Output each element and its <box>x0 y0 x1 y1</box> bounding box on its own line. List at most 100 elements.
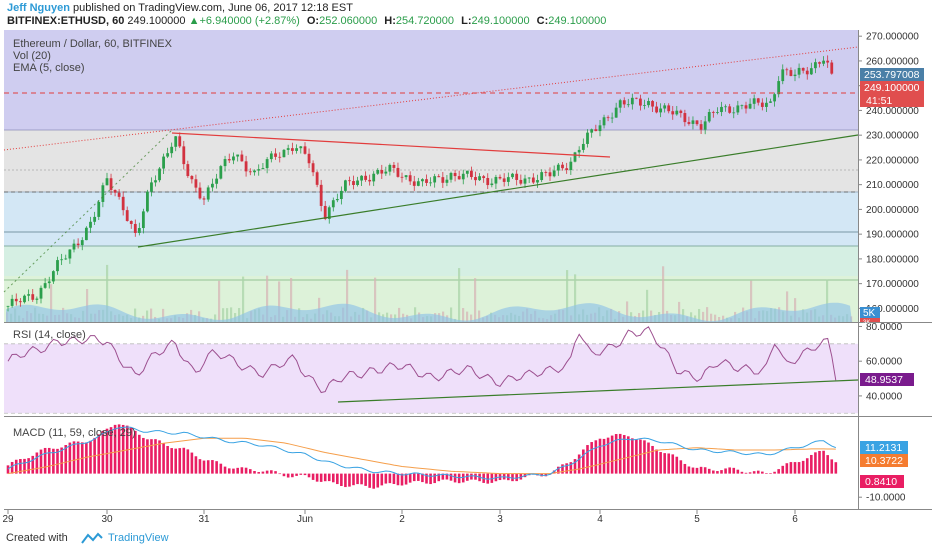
candle-body <box>117 192 121 197</box>
candle-body <box>182 146 186 165</box>
volume-bar <box>794 298 797 322</box>
candle-body <box>724 106 727 108</box>
macd-signal-line <box>7 437 836 475</box>
candle-body <box>125 210 129 221</box>
macd-hist-bar <box>388 473 392 484</box>
macd-title: MACD (11, 59, close, 29) <box>13 427 136 439</box>
macd-hist-bar <box>797 462 801 474</box>
macd-hist-bar <box>244 467 248 474</box>
candle-body <box>356 180 359 185</box>
candle-body <box>519 179 523 184</box>
volume-bar <box>462 308 465 322</box>
macd-hist-bar <box>307 473 311 478</box>
candle-body <box>105 178 109 186</box>
drawings[interactable] <box>3 46 859 293</box>
macd-hist-bar <box>470 473 473 480</box>
symbol-label[interactable]: BITFINEX:ETHUSD, 60 <box>7 15 125 27</box>
resistance-trendline[interactable] <box>171 132 611 158</box>
fib-zone-teal <box>4 246 858 276</box>
volume-bar <box>702 311 705 322</box>
candle-body <box>707 112 711 122</box>
candle-body <box>227 159 231 161</box>
macd-hist-bar <box>457 473 461 484</box>
candle-body <box>565 168 569 171</box>
fib-anchor-line[interactable] <box>3 129 173 293</box>
tradingview-brand-link[interactable]: TradingView <box>108 532 169 544</box>
macd-pane[interactable]: MACD (11, 59, close, 29) <box>4 417 858 509</box>
macd-hist-bar <box>822 450 825 474</box>
candle-body <box>190 176 194 180</box>
time-axis[interactable]: 29 30 31 Jun 2 3 4 5 6 <box>2 510 798 525</box>
ema-badge-text: 253.797008 <box>864 69 920 81</box>
last-badge-text: 249.100000 <box>864 82 920 94</box>
chart-header: Jeff Nguyen published on TradingView.com… <box>0 0 932 30</box>
candle-body <box>408 175 412 182</box>
macd-hist-bar <box>614 434 618 474</box>
macd-hist-bar <box>76 441 80 474</box>
candle-body <box>809 68 813 75</box>
macd-badge-text: 11.2131 <box>865 442 902 454</box>
macd-axis[interactable]: -10.0000 <box>858 493 906 504</box>
macd-hist-bar <box>206 460 210 474</box>
candle-body <box>416 181 420 186</box>
macd-hist-bar <box>425 473 428 484</box>
rsi-trendline[interactable] <box>337 379 859 403</box>
candle-body <box>606 117 610 119</box>
volume-bar <box>626 301 629 322</box>
candle-body <box>206 187 210 200</box>
macd-hist-bar <box>384 473 388 484</box>
candle-body <box>154 180 157 183</box>
candle-body <box>740 105 744 107</box>
candle-body <box>319 184 323 206</box>
time-tick-label: 4 <box>597 514 603 525</box>
support-trendline[interactable] <box>137 134 859 248</box>
macd-hist-bar <box>699 466 703 474</box>
candle-body <box>425 179 428 183</box>
rsi-axis[interactable]: 40.0000 60.0000 80.0000 <box>858 322 903 402</box>
candle-body <box>64 258 68 260</box>
candle-body <box>80 240 84 246</box>
volume-badge-5k-text: 5K <box>863 308 876 319</box>
created-with-label: Created with <box>6 532 68 544</box>
macd-hist-bar <box>618 433 622 474</box>
candle-body <box>47 281 51 284</box>
rsi-pane[interactable]: RSI (14, close) <box>4 323 859 415</box>
macd-hist-bar <box>429 473 432 485</box>
candle-body <box>253 170 256 173</box>
volume-bar <box>214 314 217 322</box>
candle-body <box>194 179 198 188</box>
candle-body <box>594 129 598 132</box>
macd-hist-bar <box>352 473 355 486</box>
macd-hist-bar <box>785 463 789 474</box>
candle-body <box>141 211 145 229</box>
macd-hist-bar <box>344 473 347 488</box>
macd-hist-bar <box>142 437 145 474</box>
macd-hist-bar <box>635 439 638 474</box>
candle-body <box>27 294 31 296</box>
tradingview-logo-icon[interactable] <box>81 532 103 544</box>
price-pane[interactable]: Ethereum / Dollar, 60, BITFINEX Vol (20)… <box>3 30 859 322</box>
candle-body <box>671 111 675 115</box>
volume-bar <box>238 308 241 322</box>
candle-body <box>23 295 26 303</box>
candle-body <box>744 105 748 109</box>
candle-body <box>691 120 695 124</box>
volume-bar <box>642 310 645 322</box>
author-link[interactable]: Jeff Nguyen <box>7 2 70 14</box>
candle-body <box>490 183 494 186</box>
candle-body <box>556 164 560 171</box>
candle-body <box>166 153 170 157</box>
candle-body <box>248 171 252 173</box>
time-tick-label: 3 <box>497 514 503 525</box>
candle-body <box>392 164 396 168</box>
candle-body <box>445 179 449 183</box>
macd-hist-bar <box>97 434 101 474</box>
macd-hist-bar <box>113 424 117 474</box>
macd-badge: 11.2131 <box>860 441 908 454</box>
macd-hist-bar <box>219 463 223 474</box>
chart-area[interactable]: Ethereum / Dollar, 60, BITFINEX Vol (20)… <box>0 30 932 528</box>
candle-body <box>352 181 355 185</box>
macd-hist-bar <box>232 468 235 474</box>
macd-hist-bar <box>675 456 679 474</box>
ema-label: EMA (5, close) <box>13 62 85 74</box>
